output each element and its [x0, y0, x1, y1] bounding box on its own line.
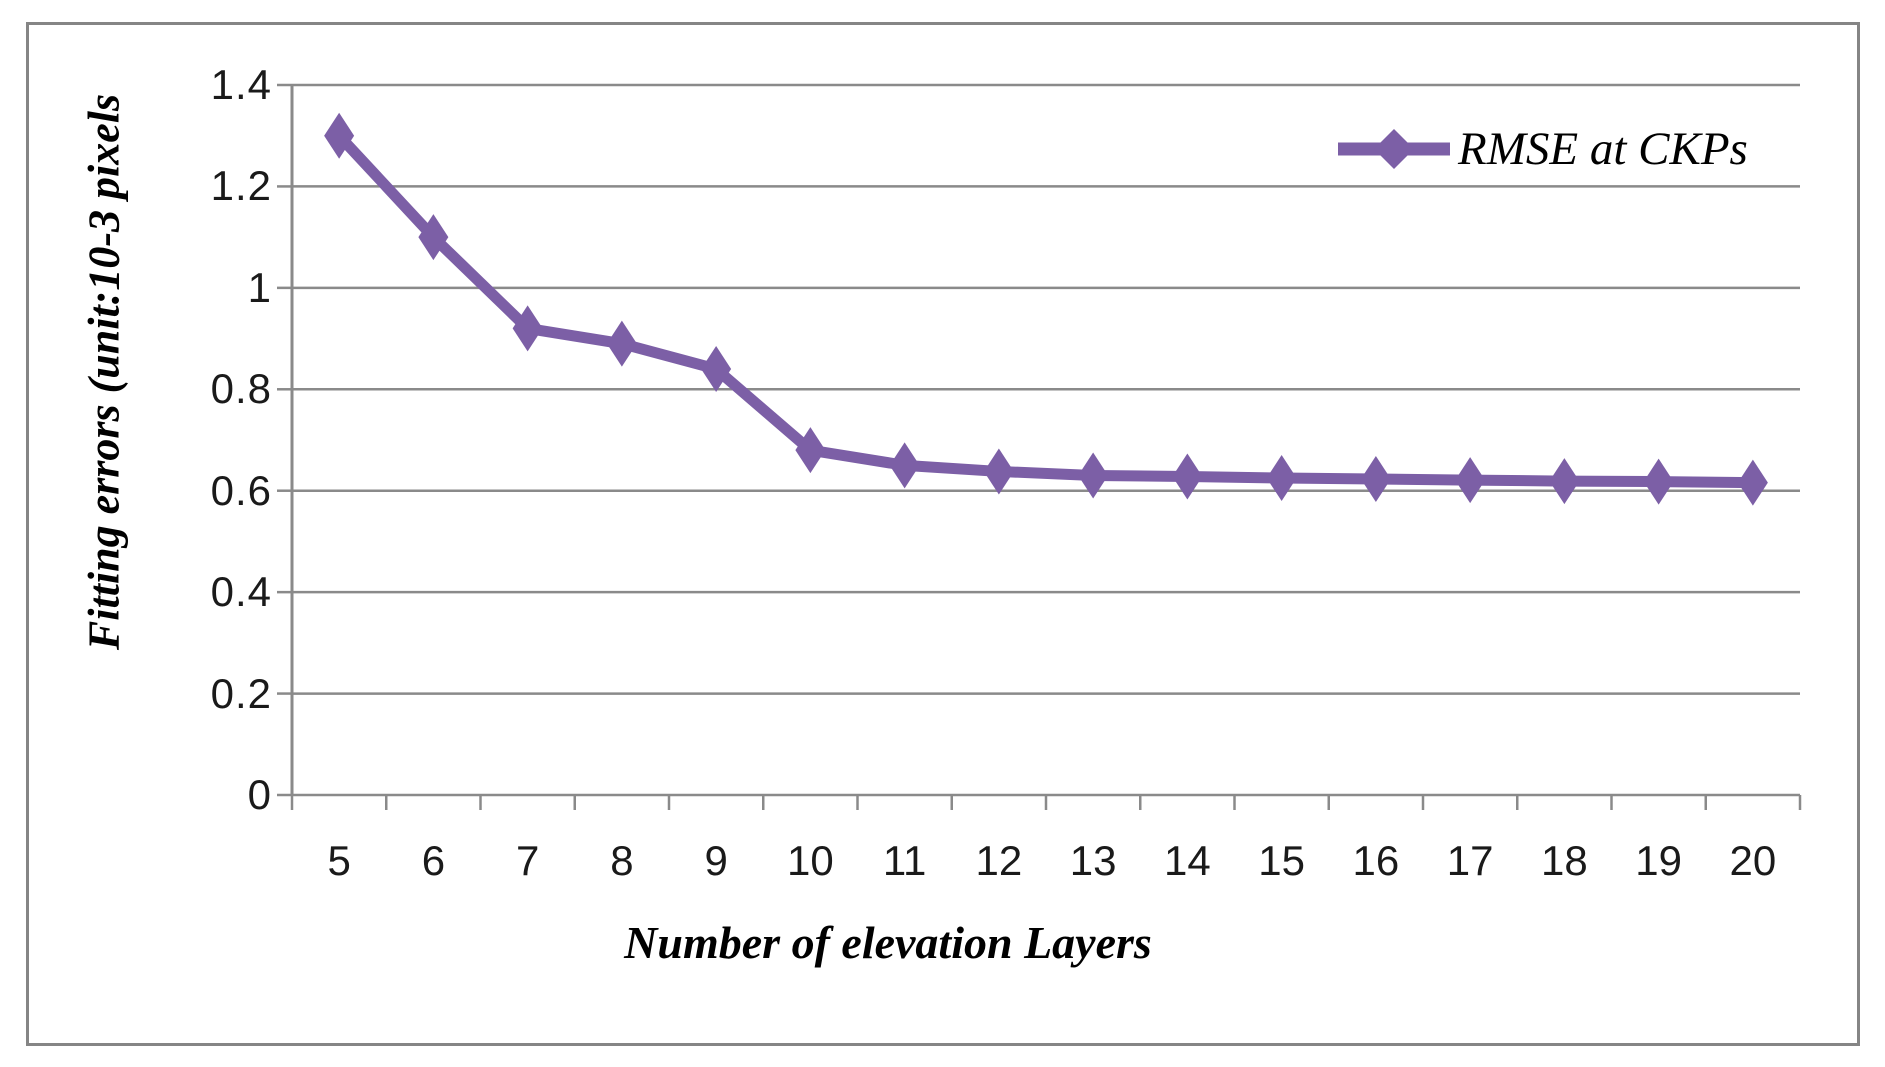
figure-border [26, 22, 1860, 1046]
legend-label: RMSE at CKPs [1458, 123, 1748, 175]
x-axis-title: Number of elevation Layers [624, 917, 1152, 968]
y-axis-title: Fitting errors (unit:10-3 pixels [79, 93, 129, 651]
legend: RMSE at CKPs [1336, 110, 1748, 188]
legend-line-marker-icon [1338, 129, 1450, 169]
